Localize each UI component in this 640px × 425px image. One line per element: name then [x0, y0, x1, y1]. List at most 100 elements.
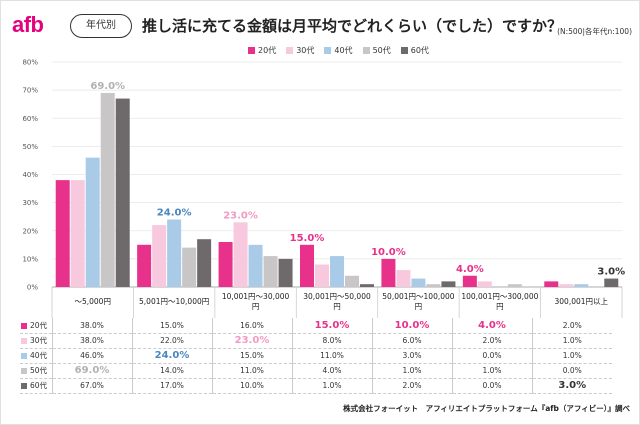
legend-item-3: 50代 — [362, 45, 391, 56]
bar-5-3 — [507, 284, 522, 287]
category-label: 30,001円～50,000 円 — [303, 292, 371, 311]
highlight-label-1: 24.0% — [157, 208, 192, 219]
bar-3-0 — [300, 244, 314, 287]
table-row: 30代 38.0% 22.0% 23.0% 8.0% 6.0% 2.0% 1.0% — [20, 333, 612, 349]
legend-item-1: 30代 — [286, 45, 314, 56]
table-row-header: 30代 — [20, 333, 52, 349]
y-tick-label: 0% — [27, 284, 38, 292]
legend-label: 40代 — [334, 46, 353, 55]
bar-0-4 — [115, 98, 130, 287]
table-cell: 0.0% — [451, 378, 532, 394]
table-row: 20代 38.0% 15.0% 16.0% 15.0% 10.0% 4.0% 2.0% — [20, 318, 612, 334]
sample-size-note: (N:500|各年代n:100) — [557, 27, 632, 36]
y-tick-label: 50% — [22, 143, 38, 151]
highlight-label-2: 23.0% — [223, 210, 258, 221]
category-label: 100,001円～300,000 円 — [461, 292, 538, 311]
table-cell: 23.0% — [211, 333, 292, 349]
category-label-line: 10,001円～30,000 — [222, 292, 290, 301]
bar-0-0 — [55, 180, 70, 287]
y-tick-label: 70% — [22, 87, 38, 95]
age-group-badge: 年代別 — [70, 14, 132, 38]
table-row: 60代 67.0% 17.0% 10.0% 1.0% 2.0% 0.0% 3.0% — [20, 378, 612, 394]
bar-3-4 — [360, 284, 374, 287]
bar-6-1 — [559, 284, 574, 287]
table-row-header: 40代 — [20, 348, 52, 364]
category-label-line: 30,001円～50,000 — [303, 292, 371, 301]
bar-4-1 — [396, 270, 411, 287]
bar-5-0 — [462, 275, 477, 287]
y-tick-label: 80% — [22, 59, 38, 67]
highlight-label-0: 69.0% — [90, 81, 125, 92]
table-cell: 2.0% — [451, 333, 532, 349]
table-cell: 16.0% — [211, 318, 292, 334]
category-label-line: 100,001円～300,000 — [461, 292, 538, 301]
bar-3-1 — [315, 264, 329, 287]
category-label: ～5,000円 — [74, 297, 110, 306]
bar-4-3 — [426, 284, 441, 287]
table-cell: 0.0% — [451, 348, 532, 364]
bar-6-0 — [544, 281, 559, 287]
row-swatch — [21, 368, 27, 374]
bar-4-2 — [411, 278, 426, 287]
category-label: 10,001円～30,000 円 — [222, 292, 290, 311]
bar-0-1 — [70, 180, 85, 287]
highlight-label-3: 15.0% — [290, 233, 325, 244]
table-cell: 69.0% — [51, 363, 132, 379]
table-cell: 11.0% — [211, 363, 292, 379]
table-cell: 15.0% — [131, 318, 212, 334]
data-table: 20代 38.0% 15.0% 16.0% 15.0% 10.0% 4.0% 2.0% 30代 3… — [20, 318, 612, 394]
row-series-name: 50代 — [30, 366, 48, 375]
highlight-label-6: 3.0% — [597, 267, 625, 278]
table-row: 40代 46.0% 24.0% 15.0% 11.0% 3.0% 0.0% 1.0% — [20, 348, 612, 364]
bar-5-1 — [477, 281, 492, 287]
legend-label: 60代 — [410, 46, 429, 55]
row-series-name: 20代 — [30, 320, 48, 330]
table-cell: 8.0% — [291, 333, 372, 349]
bar-6-2 — [574, 284, 589, 287]
bar-6-4 — [604, 278, 619, 287]
category-label-line: 円 — [415, 302, 423, 311]
table-cell: 0.0% — [531, 363, 612, 379]
table-cell: 2.0% — [531, 318, 612, 334]
table-cell: 14.0% — [131, 363, 212, 379]
bar-1-1 — [152, 225, 167, 287]
chart-title: 推し活に充てる金額は月平均でどれくらい（でした）ですか？ — [142, 17, 563, 35]
legend-label: 20代 — [258, 46, 277, 55]
legend-swatch — [362, 47, 370, 54]
table-cell: 15.0% — [291, 318, 372, 334]
table-cell: 38.0% — [51, 333, 132, 349]
chart-legend: 20代 30代 40代 50代 60代 — [248, 45, 429, 56]
table-cell: 46.0% — [51, 348, 132, 364]
table-cell: 4.0% — [291, 363, 372, 379]
bar-2-0 — [218, 242, 233, 287]
highlight-label-4: 10.0% — [371, 247, 406, 258]
table-cell: 1.0% — [291, 378, 372, 394]
bar-0-2 — [85, 157, 100, 287]
table-row-header: 60代 — [20, 378, 52, 394]
table-cell: 67.0% — [51, 378, 132, 394]
table-cell: 10.0% — [371, 318, 452, 334]
category-label: 5,001円～10,000円 — [139, 297, 209, 306]
table-row-header: 50代 — [20, 363, 52, 379]
table-cell: 11.0% — [291, 348, 372, 364]
table-row-header: 20代 — [20, 318, 52, 334]
bar-chart: 0% 10% 20% 30% 40% 50% 60% 70% 80% ～5,000円 5,001円～… — [22, 59, 625, 318]
legend-swatch — [248, 47, 255, 54]
row-swatch — [21, 353, 27, 359]
category-label-line: 円 — [496, 302, 504, 311]
table-cell: 1.0% — [451, 363, 532, 379]
row-series-name: 30代 — [30, 336, 48, 345]
table-cell: 22.0% — [131, 333, 212, 349]
survey-credit: 株式会社フォーイット アフィリエイトプラットフォーム『afb（アフィビー）』調べ — [343, 404, 630, 413]
bar-1-0 — [137, 244, 152, 287]
bar-4-4 — [441, 281, 456, 287]
bar-2-4 — [278, 258, 293, 287]
row-swatch — [21, 338, 27, 344]
row-series-name: 40代 — [30, 351, 48, 360]
table-cell: 17.0% — [131, 378, 212, 394]
table-cell: 38.0% — [51, 318, 132, 334]
row-swatch — [21, 322, 27, 329]
table-cell: 10.0% — [211, 378, 292, 394]
bar-2-1 — [233, 222, 248, 287]
row-swatch — [21, 383, 27, 389]
